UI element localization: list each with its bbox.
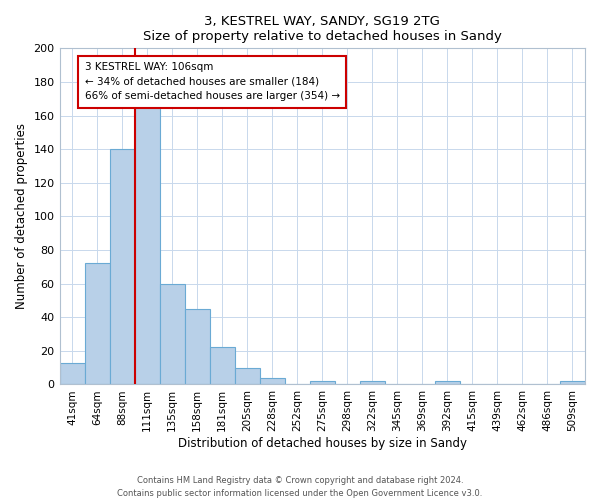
X-axis label: Distribution of detached houses by size in Sandy: Distribution of detached houses by size … xyxy=(178,437,467,450)
Bar xyxy=(235,368,260,384)
Bar xyxy=(435,381,460,384)
Text: 3 KESTREL WAY: 106sqm
← 34% of detached houses are smaller (184)
66% of semi-det: 3 KESTREL WAY: 106sqm ← 34% of detached … xyxy=(85,62,340,102)
Bar xyxy=(185,309,209,384)
Bar xyxy=(59,362,85,384)
Bar xyxy=(360,381,385,384)
Y-axis label: Number of detached properties: Number of detached properties xyxy=(15,124,28,310)
Bar xyxy=(209,348,235,385)
Bar xyxy=(134,107,160,384)
Text: Contains HM Land Registry data © Crown copyright and database right 2024.
Contai: Contains HM Land Registry data © Crown c… xyxy=(118,476,482,498)
Bar xyxy=(310,381,335,384)
Title: 3, KESTREL WAY, SANDY, SG19 2TG
Size of property relative to detached houses in : 3, KESTREL WAY, SANDY, SG19 2TG Size of … xyxy=(143,15,502,43)
Bar xyxy=(260,378,285,384)
Bar xyxy=(160,284,185,384)
Bar xyxy=(560,381,585,384)
Bar xyxy=(85,264,110,384)
Bar xyxy=(110,149,134,384)
